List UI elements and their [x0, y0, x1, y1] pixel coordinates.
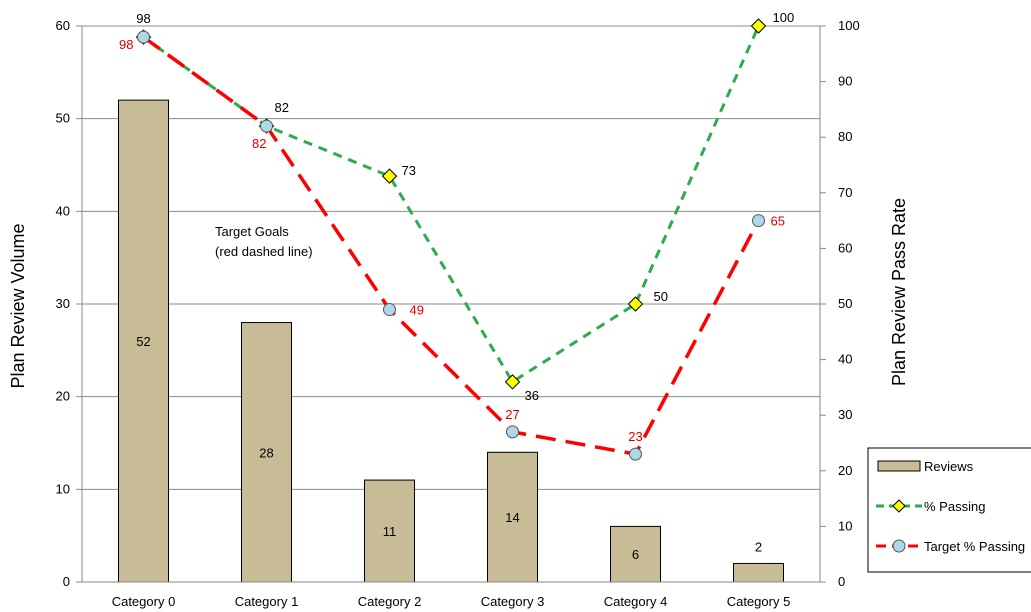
bar-label-0: 52 — [136, 334, 150, 349]
legend-marker-passing — [892, 499, 906, 513]
y-tick-label-40: 40 — [56, 203, 70, 218]
bar-label-1: 28 — [259, 445, 273, 460]
x-tick-label-4: Category 4 — [604, 594, 668, 609]
legend-label-passing: % Passing — [924, 499, 985, 514]
x-tick-label-0: Category 0 — [112, 594, 176, 609]
bar-3 — [487, 451, 538, 583]
passing-label-1: 82 — [275, 100, 289, 115]
bar-label-5: 2 — [755, 539, 762, 554]
y2-tick-label-20: 20 — [838, 463, 852, 478]
target-label-2: 49 — [410, 303, 424, 318]
bar-label-2: 11 — [383, 524, 397, 539]
series-line-2 — [142, 35, 761, 456]
y2-tick-label-10: 10 — [838, 518, 852, 533]
target-marker-1 — [260, 119, 273, 133]
target-label-5: 65 — [771, 214, 785, 229]
y-tick-label-10: 10 — [56, 481, 70, 496]
bar-1 — [241, 322, 292, 583]
y-tick-label-60: 60 — [56, 18, 70, 33]
y2-tick-label-80: 80 — [838, 129, 852, 144]
series-line-1 — [142, 25, 760, 384]
legend-label-target: Target % Passing — [924, 539, 1025, 554]
passing-marker-2 — [381, 168, 398, 184]
passing-marker-5 — [750, 18, 767, 34]
passing-label-2: 73 — [402, 163, 416, 178]
target-label-1: 82 — [252, 136, 266, 151]
annotation-line-2: (red dashed line) — [215, 244, 313, 259]
x-tick-label-3: Category 3 — [481, 594, 545, 609]
y2-axis-title: Plan Review Pass Rate — [889, 198, 909, 386]
y2-tick-label-100: 100 — [838, 18, 860, 33]
y-tick-label-20: 20 — [56, 389, 70, 404]
x-tick-label-5: Category 5 — [727, 594, 791, 609]
gridlines — [82, 25, 820, 490]
lines — [135, 18, 767, 461]
target-marker-5 — [752, 214, 765, 228]
passing-label-0: 98 — [136, 11, 150, 26]
passing-label-4: 50 — [654, 289, 668, 304]
y-tick-label-50: 50 — [56, 111, 70, 126]
legend-swatch-reviews — [877, 460, 921, 472]
y2-tick-label-40: 40 — [838, 352, 852, 367]
annotation-line-1: Target Goals — [215, 224, 289, 239]
legend: Reviews % Passing Target % Passing — [867, 447, 1031, 573]
x-tick-label-2: Category 2 — [358, 594, 422, 609]
y2-tick-label-90: 90 — [838, 74, 852, 89]
target-marker-2 — [383, 303, 396, 317]
y-axis-title: Plan Review Volume — [8, 223, 28, 388]
y2-tick-label-60: 60 — [838, 240, 852, 255]
axes: 0 10 20 30 40 50 60 0 10 20 30 40 50 60 70 80 90 100 Categ… — [56, 18, 860, 609]
passing-label-3: 36 — [525, 388, 539, 403]
labels: 52 28 11 14 6 2 98 82 73 36 50 100 98 82 49 27 23 65 — [119, 10, 794, 562]
passing-label-5: 100 — [773, 10, 795, 25]
y-tick-label-30: 30 — [56, 296, 70, 311]
bars — [118, 99, 784, 583]
y2-tick-label-30: 30 — [838, 407, 852, 422]
target-label-4: 23 — [628, 429, 642, 444]
bar-label-4: 6 — [632, 547, 639, 562]
bar-5 — [733, 562, 784, 583]
target-marker-0 — [137, 30, 150, 44]
target-marker-3 — [506, 425, 519, 439]
y-tick-label-0: 0 — [63, 574, 70, 589]
passing-marker-3 — [504, 374, 521, 390]
target-label-0: 98 — [119, 37, 133, 52]
legend-label-reviews: Reviews — [924, 459, 974, 474]
y2-tick-label-0: 0 — [838, 574, 845, 589]
target-marker-4 — [629, 447, 642, 461]
passing-marker-4 — [627, 296, 644, 312]
bar-label-3: 14 — [505, 510, 519, 525]
bar-4 — [610, 525, 661, 583]
target-label-3: 27 — [505, 407, 519, 422]
y2-tick-label-50: 50 — [838, 296, 852, 311]
bar-2 — [364, 479, 415, 583]
x-tick-label-1: Category 1 — [235, 594, 299, 609]
legend-marker-target — [892, 539, 906, 553]
y2-tick-label-70: 70 — [838, 185, 852, 200]
